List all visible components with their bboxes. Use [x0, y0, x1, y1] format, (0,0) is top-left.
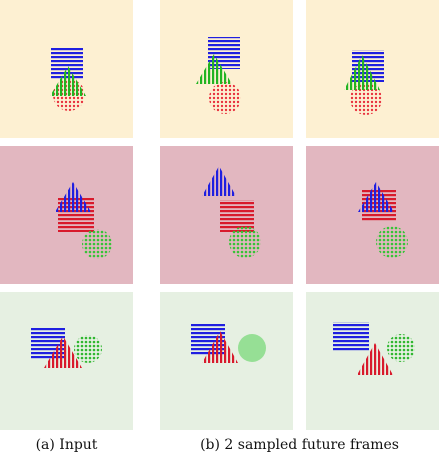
circle-shape [74, 335, 102, 363]
circle-shape [238, 334, 266, 362]
row3-input-frame [0, 292, 133, 430]
caption-input: (a) Input [35, 437, 98, 453]
triangle-shape [55, 182, 91, 212]
row1-input-frame [0, 0, 133, 138]
triangle-shape [202, 166, 236, 196]
row1-future-frame-1 [160, 0, 293, 138]
circle-shape [350, 83, 382, 115]
triangle-shape [50, 66, 86, 96]
triangle-shape [44, 336, 82, 368]
triangle-shape [344, 55, 380, 90]
triangle-shape [357, 343, 393, 375]
triangle-shape [358, 182, 394, 212]
row2-future-frame-1 [160, 146, 293, 284]
row2-input-frame [0, 146, 133, 284]
caption-future-frames: (b) 2 sampled future frames [200, 437, 399, 453]
circle-shape [387, 334, 415, 362]
row3-future-frame-2 [306, 292, 439, 430]
triangle-shape [196, 54, 232, 84]
circle-shape [82, 229, 112, 259]
circle-shape [376, 226, 408, 258]
triangle-shape [202, 331, 238, 363]
square-shape [333, 322, 369, 352]
row1-future-frame-2 [306, 0, 439, 138]
figure-grid [0, 0, 439, 430]
circle-shape [209, 82, 241, 114]
row2-future-frame-2 [306, 146, 439, 284]
row3-future-frame-1 [160, 292, 293, 430]
circle-shape [229, 226, 261, 258]
